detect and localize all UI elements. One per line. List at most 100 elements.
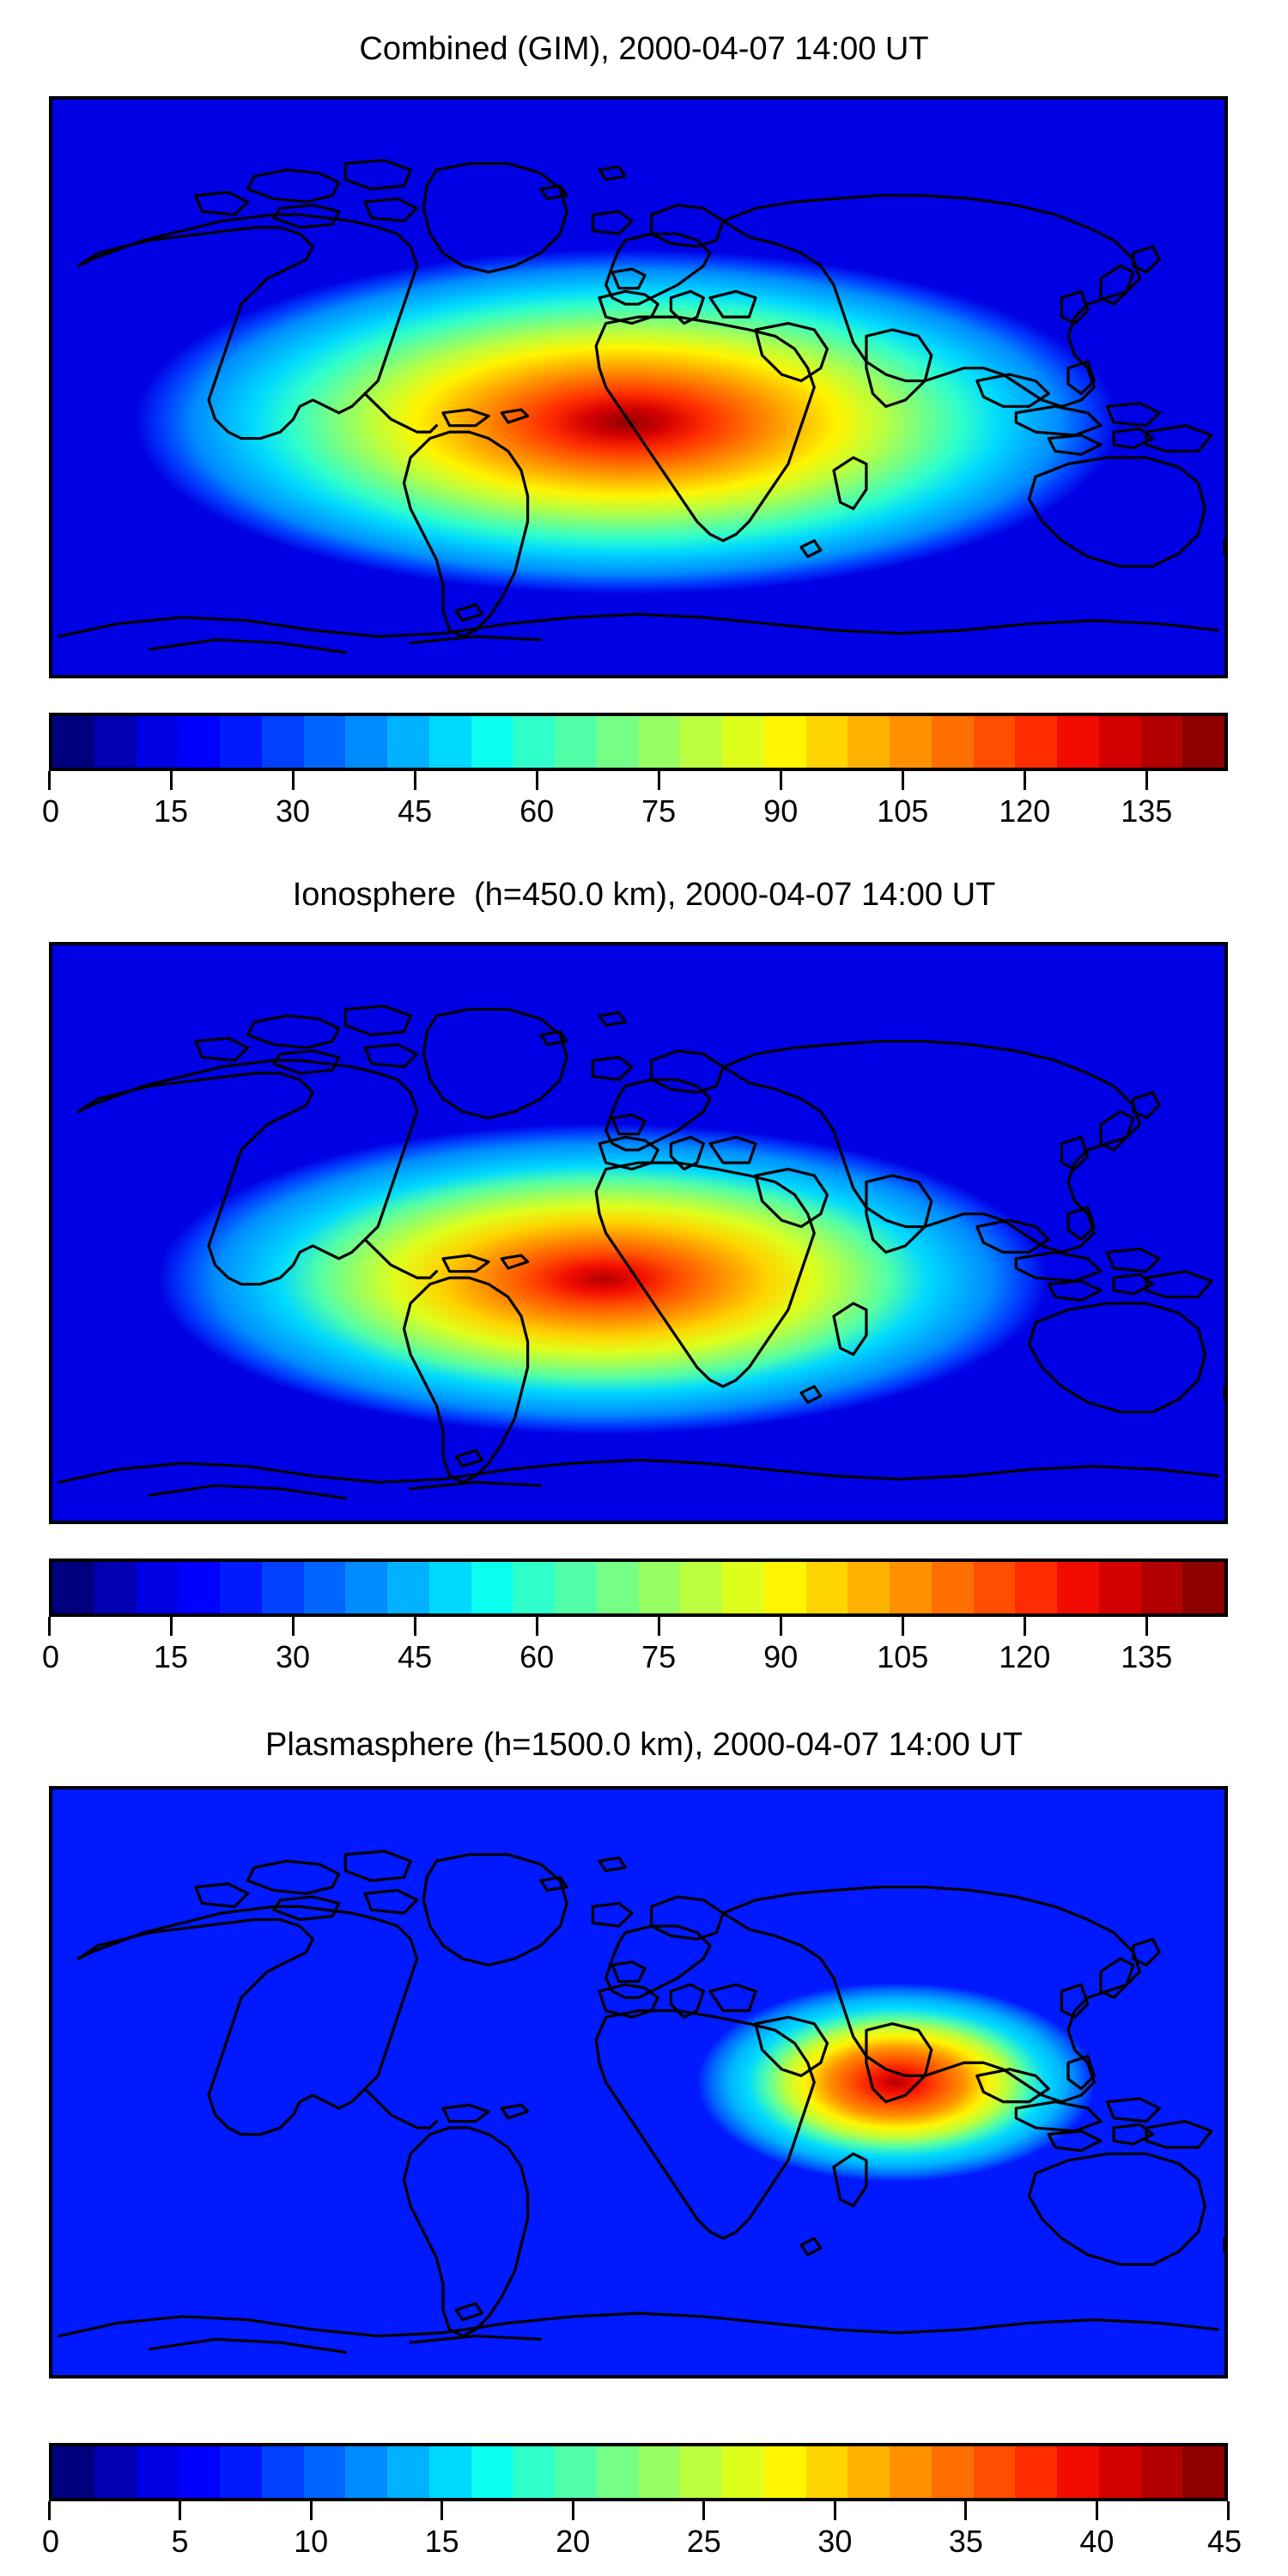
- coastline-overlay-ionosphere: [52, 945, 1224, 1521]
- colorbar-label-7: 105: [877, 793, 929, 829]
- colorbar-tick-4: [535, 771, 538, 790]
- colorbar-labels-ionosphere: 0 15 30 45 60 75 90 105 120 135: [42, 1639, 1228, 1684]
- colorbar-segment-23: [1015, 2446, 1057, 2498]
- colorbar-segment-8: [387, 2446, 429, 2498]
- colorbar-segment-21: [931, 2446, 974, 2498]
- tec-field-combined: [52, 100, 1224, 675]
- colorbar-tick-8: [1095, 2501, 1098, 2520]
- colorbar-ticks-combined: [47, 771, 1228, 793]
- coastline-overlay-combined: [52, 100, 1224, 675]
- colorbar-segment-18: [805, 716, 848, 768]
- colorbar-segment-5: [261, 2446, 304, 2498]
- colorbar-label-5: 75: [641, 793, 677, 829]
- colorbar-segment-2: [136, 716, 179, 768]
- colorbar-gradient-combined: [49, 713, 1228, 771]
- colorbar-segment-15: [680, 716, 722, 768]
- colorbar-segment-18: [805, 2446, 848, 2498]
- colorbar-segment-0: [52, 716, 94, 768]
- colorbar-segment-6: [303, 1562, 346, 1613]
- colorbar-label-4: 60: [519, 793, 555, 829]
- colorbar-tick-5: [702, 2501, 706, 2520]
- colorbar-tick-9: [1145, 1617, 1148, 1636]
- colorbar-tick-4: [571, 2501, 574, 2520]
- colorbar-segment-9: [428, 1562, 471, 1613]
- colorbar-segment-0: [52, 2446, 94, 2498]
- colorbar-segment-4: [220, 1562, 262, 1613]
- colorbar-segment-10: [471, 1562, 513, 1613]
- colorbar-label-9: 135: [1121, 793, 1173, 829]
- colorbar-combined: 0 15 30 45 60 75 90 105 120 135: [42, 713, 1228, 838]
- colorbar-label-1: 5: [171, 2524, 189, 2559]
- colorbar-ticks-ionosphere: [47, 1617, 1228, 1639]
- colorbar-label-8: 40: [1079, 2524, 1115, 2559]
- colorbar-segment-11: [513, 2446, 555, 2498]
- colorbar-label-6: 90: [763, 1639, 799, 1674]
- colorbar-tick-3: [440, 2501, 444, 2520]
- colorbar-segment-7: [345, 1562, 387, 1613]
- colorbar-label-6: 90: [763, 793, 799, 829]
- map-ionosphere: [49, 942, 1228, 1524]
- tec-field-plasmasphere: [52, 1789, 1224, 2375]
- colorbar-segment-27: [1182, 716, 1224, 768]
- colorbar-segment-27: [1182, 1562, 1224, 1613]
- colorbar-segment-27: [1182, 2446, 1224, 2498]
- colorbar-segment-21: [931, 1562, 974, 1613]
- colorbar-label-3: 15: [424, 2524, 459, 2559]
- colorbar-tick-1: [179, 2501, 182, 2520]
- colorbar-segment-10: [471, 2446, 513, 2498]
- colorbar-segment-16: [722, 2446, 764, 2498]
- colorbar-segment-20: [890, 2446, 932, 2498]
- colorbar-label-0: 0: [41, 793, 60, 829]
- colorbar-tick-7: [901, 1617, 904, 1636]
- colorbar-segment-1: [94, 2446, 137, 2498]
- colorbar-segment-6: [303, 2446, 346, 2498]
- colorbar-segment-15: [680, 1562, 722, 1613]
- colorbar-tick-3: [413, 1617, 416, 1636]
- panel-plasmasphere: Plasmasphere (h=1500.0 km), 2000-04-07 1…: [0, 1696, 1288, 2576]
- colorbar-segment-18: [805, 1562, 848, 1613]
- colorbar-segment-19: [848, 2446, 890, 2498]
- map-combined-gim: [49, 96, 1228, 678]
- colorbar-segment-0: [52, 1562, 94, 1613]
- colorbar-label-8: 120: [999, 1639, 1051, 1674]
- colorbar-segment-3: [178, 716, 220, 768]
- colorbar-ionosphere: 0 15 30 45 60 75 90 105 120 135: [42, 1558, 1228, 1684]
- colorbar-tick-2: [309, 2501, 313, 2520]
- colorbar-segment-15: [680, 2446, 722, 2498]
- colorbar-label-5: 75: [641, 1639, 677, 1674]
- colorbar-label-9: 135: [1121, 1639, 1173, 1674]
- colorbar-segment-4: [220, 2446, 262, 2498]
- colorbar-segment-12: [555, 2446, 597, 2498]
- colorbar-tick-1: [169, 771, 173, 790]
- colorbar-segment-24: [1057, 1562, 1099, 1613]
- colorbar-segment-5: [261, 716, 304, 768]
- colorbar-label-7: 35: [948, 2524, 983, 2559]
- colorbar-segment-25: [1098, 1562, 1141, 1613]
- colorbar-label-5: 25: [686, 2524, 721, 2559]
- colorbar-labels-combined: 0 15 30 45 60 75 90 105 120 135: [42, 793, 1228, 838]
- colorbar-segment-20: [890, 716, 932, 768]
- colorbar-segment-25: [1098, 2446, 1141, 2498]
- colorbar-segment-7: [345, 2446, 387, 2498]
- colorbar-label-2: 30: [276, 793, 311, 829]
- colorbar-segment-2: [136, 1562, 179, 1613]
- colorbar-label-2: 30: [276, 1639, 311, 1674]
- colorbar-segment-26: [1140, 1562, 1183, 1613]
- colorbar-label-8: 120: [999, 793, 1051, 829]
- tec-field-ionosphere: [52, 945, 1224, 1521]
- colorbar-segment-2: [136, 2446, 179, 2498]
- colorbar-label-2: 10: [294, 2524, 329, 2559]
- colorbar-segment-13: [596, 716, 639, 768]
- colorbar-tick-7: [901, 771, 904, 790]
- map-plasmasphere: [49, 1786, 1228, 2379]
- colorbar-segment-9: [428, 2446, 471, 2498]
- colorbar-ticks-plasmasphere: [47, 2501, 1230, 2524]
- colorbar-tick-0: [47, 771, 51, 790]
- colorbar-tick-3: [413, 771, 416, 790]
- colorbar-label-1: 15: [154, 793, 189, 829]
- panel-ionosphere: Ionosphere (h=450.0 km), 2000-04-07 14:0…: [0, 846, 1288, 1704]
- colorbar-tick-9: [1226, 2501, 1230, 2520]
- colorbar-segment-13: [596, 2446, 639, 2498]
- colorbar-segment-14: [638, 716, 681, 768]
- colorbar-segment-6: [303, 716, 346, 768]
